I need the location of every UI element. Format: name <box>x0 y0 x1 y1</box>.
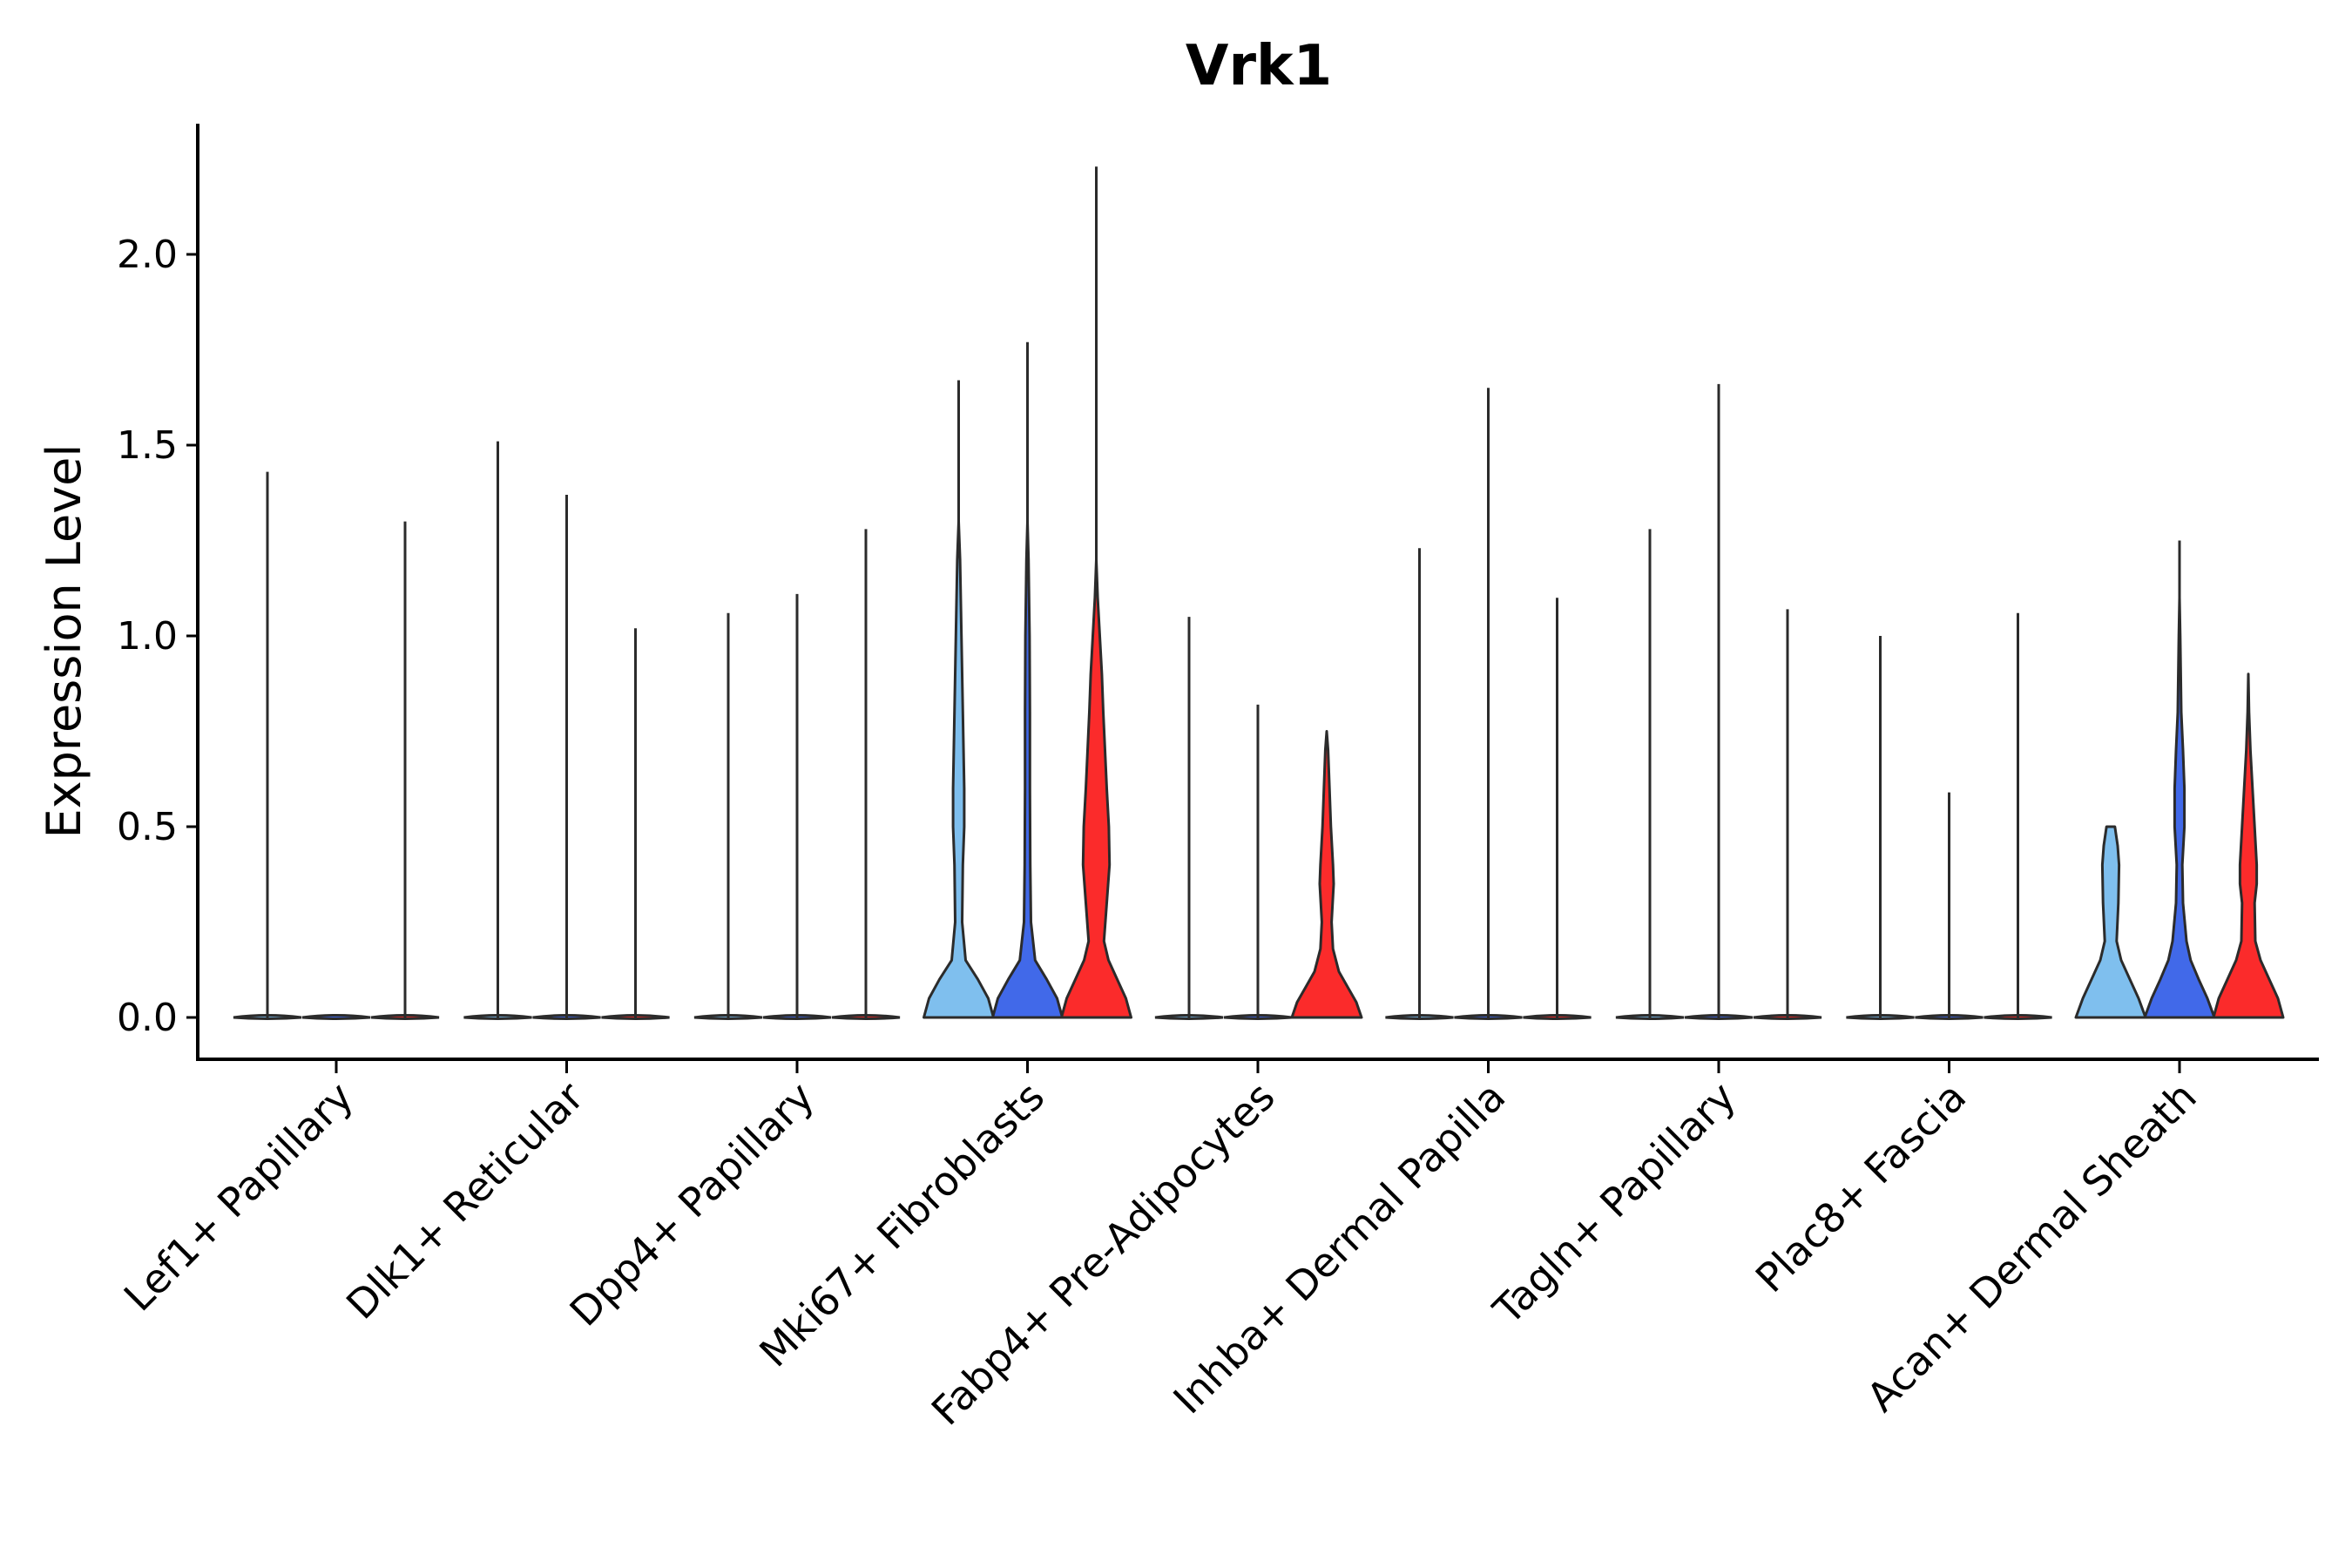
violin-group-1 <box>2074 825 2147 1019</box>
violin-group-3 <box>1290 730 1363 1019</box>
x-tick-label: Tagln+ Papillary <box>1484 1073 1745 1335</box>
y-tick-label: 0.0 <box>117 996 178 1040</box>
violin-group-3 <box>2212 672 2285 1019</box>
y-tick-label: 1.0 <box>117 614 178 659</box>
violins <box>233 166 2285 1020</box>
violin-group-2 <box>991 520 1064 1019</box>
x-tick-label: Dlk1+ Reticular <box>337 1073 592 1328</box>
y-tick-label: 1.5 <box>117 423 178 468</box>
y-axis-label: Expression Level <box>37 444 91 839</box>
x-tick-label: Lef1+ Papillary <box>115 1073 362 1321</box>
chart-title: Vrk1 <box>1186 34 1332 98</box>
x-tick-label: Plac8+ Fascia <box>1747 1073 1975 1301</box>
violin-group-1 <box>923 520 995 1019</box>
x-tick-label: Dpp4+ Papillary <box>561 1073 823 1335</box>
y-tick-label: 0.5 <box>117 805 178 849</box>
y-tick-label: 2.0 <box>117 233 178 277</box>
violin-group-3 <box>1060 558 1132 1019</box>
y-axis-ticks: 0.0 0.5 1.0 1.5 2.0 <box>117 233 198 1040</box>
violin-group-2 <box>2143 596 2216 1019</box>
violin-group-2 <box>301 1014 371 1020</box>
